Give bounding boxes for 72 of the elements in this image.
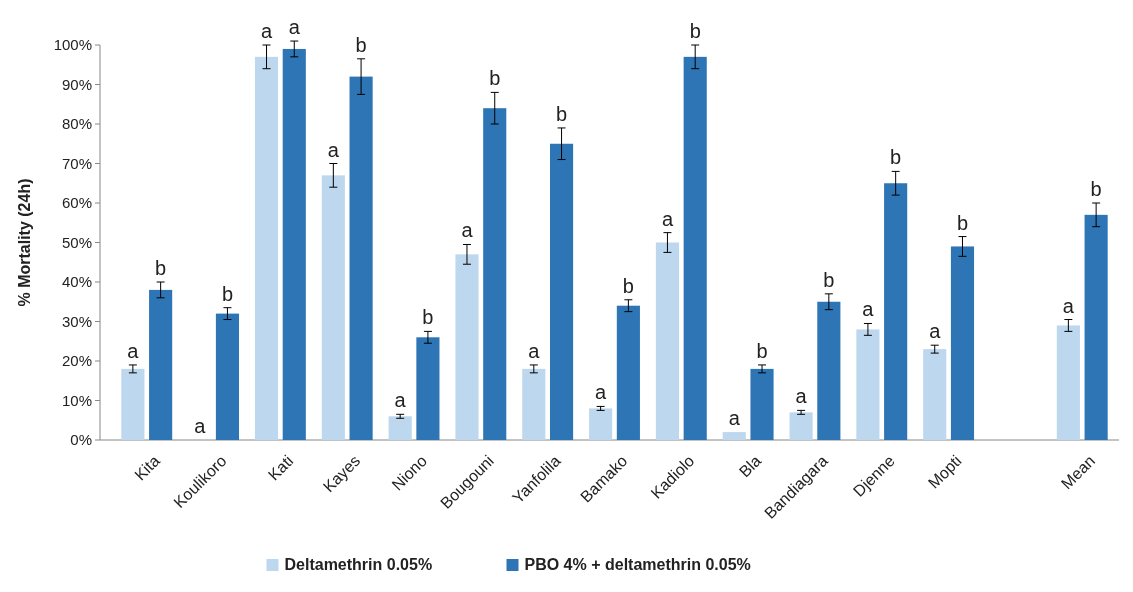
- data-label: a: [288, 16, 301, 39]
- data-label: a: [528, 339, 541, 362]
- data-label: a: [795, 385, 808, 408]
- data-label: b: [756, 339, 768, 362]
- bar: [817, 301, 841, 440]
- data-label: b: [555, 102, 568, 125]
- data-label: a: [1062, 294, 1075, 317]
- legend-label: Deltamethrin 0.05%: [284, 556, 433, 573]
- bar: [950, 246, 975, 440]
- bar: [616, 305, 640, 440]
- bar: [121, 368, 145, 440]
- y-tick-label: 10%: [61, 391, 92, 409]
- data-label: b: [355, 33, 367, 56]
- y-tick-label: 60%: [61, 194, 92, 212]
- bar: [321, 175, 345, 440]
- bar: [1056, 325, 1080, 440]
- bar: [483, 108, 507, 440]
- data-label: a: [260, 20, 273, 42]
- x-tick-label: Kita: [131, 451, 163, 484]
- data-label: a: [929, 320, 942, 343]
- bar: [923, 349, 947, 440]
- y-tick-label: 90%: [61, 75, 92, 93]
- data-label: a: [394, 389, 407, 412]
- bar: [215, 313, 240, 440]
- data-label: b: [422, 306, 434, 329]
- x-tick-label: Kati: [264, 452, 297, 484]
- data-label: b: [155, 257, 167, 279]
- bar: [856, 329, 880, 440]
- y-tick-label: 80%: [61, 115, 92, 133]
- bar: [750, 368, 774, 440]
- data-label: a: [461, 219, 474, 242]
- y-tick-label: 40%: [61, 273, 92, 291]
- y-tick-label: 20%: [61, 352, 92, 370]
- data-label: a: [661, 207, 674, 230]
- y-tick-label: 70%: [61, 154, 92, 172]
- y-axis-title: % Mortality (24h): [16, 178, 33, 307]
- y-tick-label: 30%: [61, 312, 92, 330]
- data-label: a: [327, 138, 340, 161]
- bar: [149, 289, 173, 440]
- data-label: a: [728, 407, 741, 430]
- data-label: a: [595, 381, 608, 404]
- data-label: b: [489, 67, 501, 90]
- y-tick-label: 100%: [53, 36, 92, 54]
- data-label: a: [194, 415, 207, 437]
- x-tick-label: Bla: [735, 451, 765, 481]
- bar: [683, 56, 707, 440]
- bar: [254, 56, 279, 440]
- bar: [349, 76, 373, 440]
- bar: [549, 143, 574, 440]
- bar: [282, 48, 306, 440]
- bar: [884, 183, 908, 440]
- bar: [1084, 214, 1108, 440]
- bar: [455, 254, 479, 440]
- legend-label: PBO 4% + deltamethrin 0.05%: [524, 556, 751, 573]
- data-label: b: [622, 274, 634, 297]
- bar: [789, 412, 813, 440]
- data-label: a: [127, 339, 140, 362]
- bar: [522, 368, 546, 440]
- data-label: b: [1090, 178, 1102, 200]
- y-tick-label: 50%: [61, 233, 92, 251]
- data-label: b: [890, 146, 902, 169]
- data-label: b: [823, 268, 835, 291]
- bar: [589, 408, 613, 440]
- bar: [388, 416, 412, 440]
- bar: [722, 432, 746, 440]
- bar: [655, 242, 680, 440]
- data-label: b: [221, 282, 234, 305]
- data-label: b: [689, 20, 701, 42]
- y-tick-label: 0%: [70, 431, 92, 449]
- bar: [416, 337, 440, 440]
- data-label: a: [862, 298, 875, 321]
- data-label: b: [956, 211, 969, 234]
